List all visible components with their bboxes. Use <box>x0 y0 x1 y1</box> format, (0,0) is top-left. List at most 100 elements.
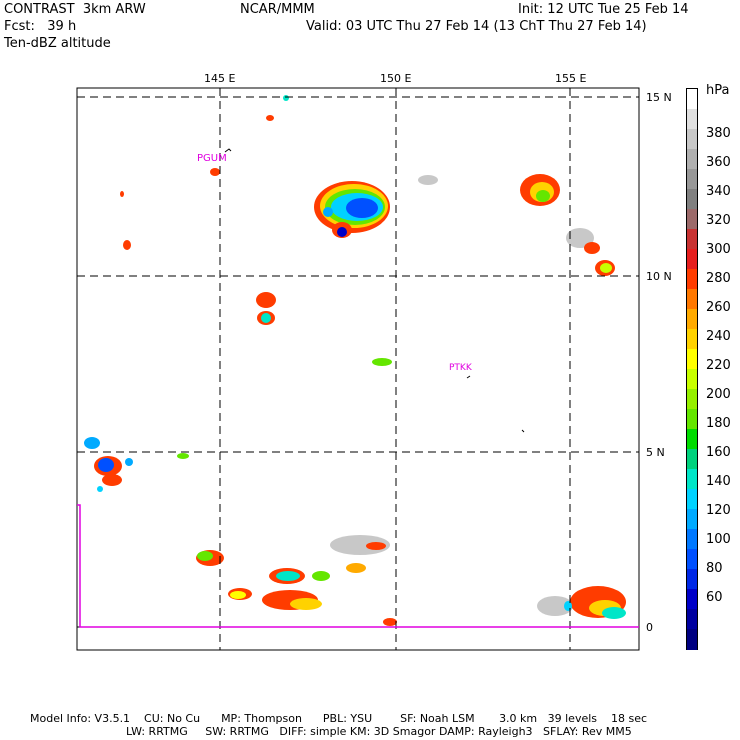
echo-cell <box>230 591 246 599</box>
colorbar-segment <box>687 449 697 470</box>
model-info-line2: LW: RRTMG SW: RRTMG DIFF: simple KM: 3D … <box>126 725 632 738</box>
colorbar-segment <box>687 489 697 510</box>
echo-cell <box>600 263 612 273</box>
echo-cell <box>566 228 594 248</box>
echo-cell <box>177 453 189 459</box>
colorbar-segment <box>687 529 697 550</box>
echo-cell <box>290 598 322 610</box>
echo-cell <box>197 551 213 561</box>
lat-label: 10 N <box>646 270 672 283</box>
colorbar-tick-label: 380 <box>706 126 731 141</box>
lat-label: 15 N <box>646 91 672 104</box>
echo-cell <box>84 437 100 449</box>
echo-cell <box>346 563 366 573</box>
echo-cell <box>418 175 438 185</box>
colorbar-segment <box>687 189 697 210</box>
echo-cell <box>125 458 133 466</box>
colorbar-tick-label: 300 <box>706 242 731 257</box>
field-name: Ten-dBZ altitude <box>4 36 111 51</box>
lon-label: 145 E <box>204 72 235 85</box>
colorbar-unit: hPa <box>706 83 730 98</box>
echo-cell <box>276 571 300 581</box>
center-name: NCAR/MMM <box>240 2 315 17</box>
domain-boundary <box>77 504 639 628</box>
colorbar-segment <box>687 309 697 330</box>
colorbar-tick-label: 280 <box>706 271 731 286</box>
colorbar-segment <box>687 249 697 270</box>
colorbar-tick-label: 60 <box>706 590 723 605</box>
station-label-ptkk: PTKK <box>449 363 473 373</box>
colorbar-segment <box>687 269 697 290</box>
guam-coastline <box>224 148 232 153</box>
echo-cell <box>372 358 392 366</box>
colorbar-segment <box>687 609 697 630</box>
map-frame <box>76 87 640 651</box>
echo-cell <box>584 242 600 254</box>
echo-cell <box>97 486 103 492</box>
forecast-hour: Fcst: 39 h <box>4 19 77 34</box>
echo-cell <box>261 313 271 323</box>
graticule <box>77 88 639 650</box>
lat-label: 0 <box>646 621 653 634</box>
colorbar-segment <box>687 629 697 650</box>
echo-cell <box>536 190 550 202</box>
echo-cell <box>346 198 378 218</box>
colorbar-segment <box>687 129 697 150</box>
echo-cell <box>123 240 131 250</box>
model-info-line1: Model Info: V3.5.1 CU: No Cu MP: Thompso… <box>30 712 648 725</box>
colorbar-tick-label: 140 <box>706 474 731 489</box>
echo-cell <box>266 115 274 121</box>
colorbar-tick-label: 360 <box>706 155 731 170</box>
colorbar-segment <box>687 469 697 490</box>
colorbar-tick-label: 220 <box>706 358 731 373</box>
echo-cell <box>337 227 347 237</box>
echo-cell <box>366 542 386 550</box>
colorbar-tick-label: 200 <box>706 387 731 402</box>
colorbar-segment <box>687 369 697 390</box>
colorbar-segment <box>687 569 697 590</box>
echo-cell <box>312 571 330 581</box>
colorbar-segment <box>687 409 697 430</box>
colorbar-segment <box>687 349 697 370</box>
island-mark <box>521 429 525 433</box>
echo-cell <box>256 292 276 308</box>
colorbar-tick-label: 240 <box>706 329 731 344</box>
colorbar-segment <box>687 149 697 170</box>
lon-label: 155 E <box>555 72 586 85</box>
colorbar-segment <box>687 229 697 250</box>
model-title: CONTRAST 3km ARW <box>4 2 146 17</box>
colorbar-tick-label: 80 <box>706 561 723 576</box>
colorbar-segment <box>687 549 697 570</box>
colorbar-segment <box>687 509 697 530</box>
station-label-pgum: PGUM <box>197 153 227 164</box>
init-time: Init: 12 UTC Tue 25 Feb 14 <box>518 2 689 17</box>
valid-time: Valid: 03 UTC Thu 27 Feb 14 (13 ChT Thu … <box>306 19 647 34</box>
reflectivity-echoes <box>84 95 626 626</box>
colorbar-tick-label: 100 <box>706 532 731 547</box>
echo-cell <box>98 458 114 472</box>
colorbar-segment <box>687 429 697 450</box>
lat-label: 5 N <box>646 446 665 459</box>
echo-cell <box>210 168 220 176</box>
echo-cell <box>102 474 122 486</box>
echo-cell <box>330 535 390 555</box>
colorbar-segment <box>687 589 697 610</box>
echo-cell <box>602 607 626 619</box>
colorbar-segment <box>687 389 697 410</box>
colorbar-tick-label: 340 <box>706 184 731 199</box>
colorbar-segment <box>687 109 697 130</box>
echo-cell <box>283 95 289 101</box>
echo-cell <box>537 596 573 616</box>
echo-cell <box>383 618 397 626</box>
colorbar-segment <box>687 289 697 310</box>
echo-cell <box>120 191 124 197</box>
colorbar-tick-label: 160 <box>706 445 731 460</box>
colorbar-segment <box>687 169 697 190</box>
colorbar-segment <box>687 329 697 350</box>
chuuk-coastline <box>466 375 471 379</box>
colorbar <box>686 88 698 650</box>
colorbar-tick-label: 320 <box>706 213 731 228</box>
echo-cell <box>323 207 333 217</box>
colorbar-segment <box>687 89 697 110</box>
